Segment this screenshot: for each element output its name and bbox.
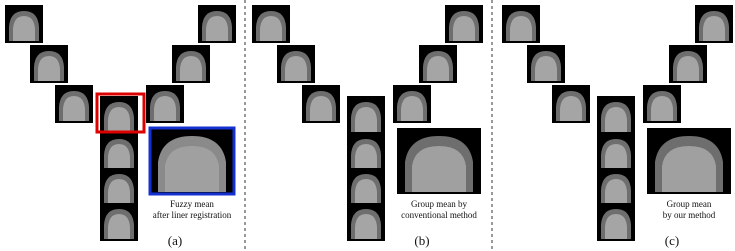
shape-tile <box>597 96 635 134</box>
shape-tile <box>419 45 457 83</box>
shape-tile <box>597 203 635 241</box>
mean-shape-inner <box>165 146 219 192</box>
shape-tile <box>100 168 138 206</box>
shape-tile <box>347 168 385 206</box>
mean-shape-inner <box>662 146 716 192</box>
shape-tile <box>445 5 483 43</box>
shape-tile <box>695 5 733 43</box>
shape-tile <box>597 168 635 206</box>
shape-tile <box>347 133 385 171</box>
shape-tile <box>552 85 590 123</box>
caption: Fuzzy mean <box>170 199 214 209</box>
shape-tile <box>30 45 68 83</box>
shape-tile <box>597 133 635 171</box>
figure: Fuzzy meanafter liner registration (a) Gro… <box>0 0 735 251</box>
shape-tile <box>172 45 210 83</box>
panel-label: (c) <box>665 233 679 248</box>
caption: Group mean <box>667 199 712 209</box>
shape-tile <box>643 85 681 123</box>
shape-tile <box>100 133 138 171</box>
shape-tile <box>252 5 290 43</box>
shape-tile <box>100 203 138 241</box>
caption: Group mean by <box>411 199 467 209</box>
shape-tile <box>302 85 340 123</box>
shape-tile <box>55 85 93 123</box>
panel-label: (a) <box>168 233 182 248</box>
shape-tile <box>146 85 184 123</box>
shape-tile <box>347 96 385 134</box>
caption: conventional method <box>401 210 477 220</box>
shape-tile <box>100 96 138 134</box>
shape-tile <box>347 203 385 241</box>
shape-tile <box>393 85 431 123</box>
caption: after liner registration <box>153 210 232 220</box>
panel-label: (b) <box>414 233 429 248</box>
shape-tile <box>502 5 540 43</box>
shape-tile <box>669 45 707 83</box>
shape-tile <box>5 5 43 43</box>
mean-shape-inner <box>412 146 466 192</box>
shape-tile <box>198 5 236 43</box>
shape-tile <box>277 45 315 83</box>
caption: by our method <box>663 210 716 220</box>
shape-tile <box>527 45 565 83</box>
